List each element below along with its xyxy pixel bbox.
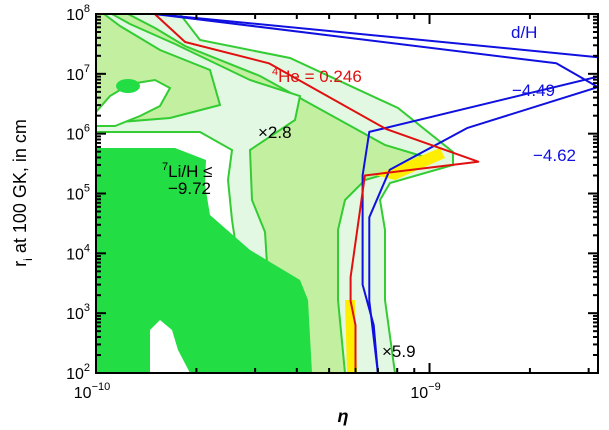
y-tick-label: 107 [66,63,90,84]
y-tick-label-exp: 2 [84,362,90,374]
li-value: −9.72 [168,179,211,198]
y-tick-label-base: 10 [66,246,84,263]
dh-label: d/H [511,23,537,42]
y-tick-label: 108 [66,3,90,24]
x-tick-label-base: 10 [74,385,92,402]
y-tick-label-exp: 8 [84,3,90,15]
series-layer [154,14,598,373]
y-tick-label-exp: 4 [84,242,90,254]
li-label-sup: 7 [162,161,168,173]
li-label-text: Li/H ≤ [168,162,212,181]
y-tick-label-base: 10 [66,7,84,24]
y-axis-label-main: r [10,261,30,267]
he-label-sup: 4 [272,66,278,78]
plot-area [96,14,598,373]
y-tick-label-base: 10 [66,366,84,383]
he-label-text: He = 0.246 [278,67,362,86]
y-axis-label: ri at 100 GK, in cm [10,119,35,267]
y-tick-label-exp: 6 [84,123,90,135]
y-tick-label-base: 10 [66,306,84,323]
dh-value-462: −4.62 [533,146,576,165]
x-axis-label: η [338,406,349,426]
x-tick-label-base: 10 [410,385,428,402]
y-tick-label-base: 10 [66,67,84,84]
y-tick-label-exp: 5 [84,183,90,195]
series-line-1 [154,14,598,373]
series-line-2 [154,14,480,373]
x-tick-label-exp: −9 [428,381,441,393]
y-tick-label: 103 [66,302,90,323]
x-tick-label-exp: −10 [92,381,111,393]
lithium-blob-small [116,79,140,93]
y-tick-label-base: 10 [66,187,84,204]
y-tick-label: 105 [66,183,90,204]
li-label: 7Li/H ≤ [162,161,212,181]
y-axis-label-rest: at 100 GK, in cm [10,119,30,258]
factor-label-5-9: ×5.9 [382,342,416,361]
dh-value-449: −4.49 [512,81,555,100]
y-tick-label-exp: 3 [84,302,90,314]
y-tick-label-base: 10 [66,127,84,144]
y-tick-label: 106 [66,123,90,144]
lithium-region-dark [96,148,312,373]
y-tick-label: 102 [66,362,90,383]
x-tick-label: 10−9 [410,381,440,402]
factor-label-2-8: ×2.8 [258,123,292,142]
he-label: 4He = 0.246 [272,66,362,86]
y-tick-label: 104 [66,242,90,263]
y-tick-label-exp: 7 [84,63,90,75]
tick-layer [95,13,598,374]
y-axis-label-sub: i [21,258,35,261]
x-tick-label: 10−10 [74,381,110,402]
